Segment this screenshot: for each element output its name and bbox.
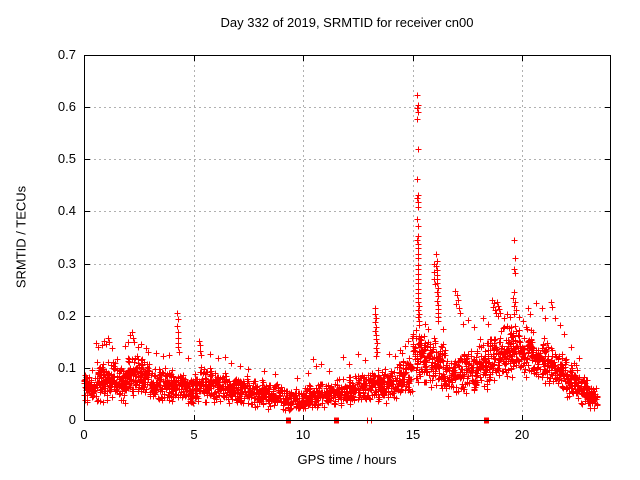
plot-border [84,55,611,421]
x-tick-label: 0 [80,427,88,442]
axis-ticks [84,55,610,421]
y-tick-label: 0.3 [57,256,76,271]
x-axis-label: GPS time / hours [297,452,397,467]
grid-lines [84,55,610,420]
y-tick-label: 0.6 [57,99,76,114]
x-tick-label: 15 [405,427,421,442]
y-tick-label: 0.1 [57,360,76,375]
y-axis-label-text: SRMTID / TECUs [13,185,29,289]
y-tick-label: 0.7 [57,47,76,62]
y-tick-label: 0.5 [57,151,76,166]
y-tick-label: 0.4 [57,203,76,218]
x-tick-label: 20 [514,427,530,442]
scatter-points [81,92,601,424]
y-tick-label: 0 [68,412,76,427]
x-tick-label: 10 [295,427,311,442]
chart-title: Day 332 of 2019, SRMTID for receiver cn0… [220,15,474,30]
x-tick-label: 5 [190,427,198,442]
y-tick-label: 0.2 [57,308,76,323]
